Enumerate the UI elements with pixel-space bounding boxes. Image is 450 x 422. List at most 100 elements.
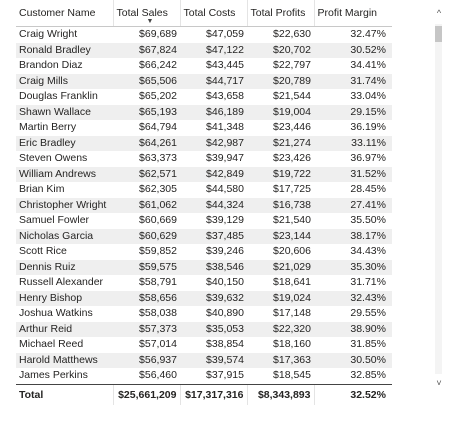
total-sales-cell: $61,062 (113, 197, 180, 213)
customer-name-cell: Steven Owens (19, 152, 88, 164)
column-header-customer-name[interactable]: Customer Name (16, 0, 113, 27)
vertical-scrollbar[interactable]: ^ ˅ (433, 0, 445, 392)
table-row[interactable]: Steven Owens $63,373 $39,947 $23,426 36.97% (16, 151, 392, 167)
table-row[interactable]: Christopher Wright $61,062 $44,324 $16,738 2… (16, 197, 392, 213)
table-row[interactable]: Henry Bishop $58,656 $39,632 $19,024 32.43% (16, 290, 392, 306)
total-sales-cell: $62,571 (113, 166, 180, 182)
total-sales-cell: $57,373 (113, 321, 180, 337)
total-costs-cell: $38,854 (206, 338, 244, 350)
table-row[interactable]: Russell Alexander $58,791 $40,150 $18,641 31… (16, 275, 392, 291)
table-row[interactable]: Brandon Diaz $66,242 $43,445 $22,797 34.41% (16, 58, 392, 74)
total-profits-cell: $20,606 (273, 245, 311, 257)
header-row: Customer Name Total Sales ▼ Total Costs … (16, 0, 392, 27)
total-sales-cell: $60,669 (139, 214, 177, 226)
table-row[interactable]: Ronald Bradley $67,824 $47,122 $20,702 30.52… (16, 42, 392, 58)
total-sales-cell: $64,794 (139, 121, 177, 133)
customer-name-cell: Martin Berry (19, 121, 77, 133)
scroll-thumb[interactable] (435, 26, 442, 42)
chevron-down-icon[interactable]: ˅ (436, 378, 442, 388)
total-sales-cell: $65,193 (113, 104, 180, 120)
total-costs-cell: $39,129 (206, 214, 244, 226)
scroll-track[interactable] (435, 24, 442, 374)
column-header-total-costs[interactable]: Total Costs (179, 0, 247, 27)
total-costs-cell: $39,574 (180, 352, 247, 368)
customer-name-cell: Eric Bradley (16, 135, 113, 151)
profit-margin-cell: 27.41% (314, 197, 392, 213)
column-header-total-profits[interactable]: Total Profits (246, 0, 314, 27)
total-costs-cell: $40,890 (206, 307, 244, 319)
total-profits-cell: $20,702 (247, 42, 314, 58)
table-row[interactable]: Scott Rice $59,852 $39,246 $20,606 34.43% (16, 244, 392, 260)
customer-name-cell: James Perkins (19, 369, 88, 381)
total-profits-cell: $22,630 (273, 28, 311, 40)
table-row[interactable]: Arthur Reid $57,373 $35,053 $22,320 38.90% (16, 321, 392, 337)
customer-name-cell: Shawn Wallace (16, 104, 113, 120)
customer-table: Customer Name Total Sales ▼ Total Costs … (16, 0, 392, 405)
table-row[interactable]: Craig Mills $65,506 $44,717 $20,789 31.74% (16, 73, 392, 89)
customer-name-cell: Dennis Ruiz (16, 259, 113, 275)
total-profits-cell: $22,320 (247, 321, 314, 337)
table-row[interactable]: Harold Matthews $56,937 $39,574 $17,363 30.5… (16, 352, 392, 368)
total-profits-cell: $22,797 (273, 59, 311, 71)
table-visual: Customer Name Total Sales ▼ Total Costs … (12, 0, 442, 422)
profit-margin-cell: 31.71% (350, 276, 386, 288)
profit-margin-cell: 32.43% (314, 290, 392, 306)
table-row[interactable]: Joshua Watkins $58,038 $40,890 $17,148 29.55… (16, 306, 392, 322)
total-costs-cell: $44,717 (180, 73, 247, 89)
profit-margin-cell: 33.11% (314, 135, 392, 151)
customer-name-cell: Brian Kim (19, 183, 65, 195)
total-costs-cell: $37,485 (180, 228, 247, 244)
profit-margin-cell: 29.55% (350, 307, 386, 319)
total-profits-cell: $21,029 (247, 259, 314, 275)
total-sales-cell: $62,305 (139, 183, 177, 195)
column-header-profit-margin[interactable]: Profit Margin (313, 0, 392, 27)
total-sales-cell: $56,460 (139, 369, 177, 381)
table-row[interactable]: Nicholas Garcia $60,629 $37,485 $23,144 38.1… (16, 228, 392, 244)
total-profits-cell: $23,446 (273, 121, 311, 133)
total-sales-cell: $58,791 (139, 276, 177, 288)
total-profits-cell: $21,540 (273, 214, 311, 226)
customer-name-cell: Henry Bishop (16, 290, 113, 306)
table-row[interactable]: Eric Bradley $64,261 $42,987 $21,274 33.11% (16, 135, 392, 151)
total-sales-cell: $63,373 (139, 152, 177, 164)
total-sales-cell: $69,689 (139, 28, 177, 40)
table-row[interactable]: William Andrews $62,571 $42,849 $19,722 31.5… (16, 166, 392, 182)
table-row[interactable]: Samuel Fowler $60,669 $39,129 $21,540 35.50% (16, 213, 392, 229)
total-costs-cell: $37,915 (206, 369, 244, 381)
total-profits-cell: $23,144 (247, 228, 314, 244)
total-costs-cell: $41,348 (206, 121, 244, 133)
sort-descending-icon[interactable]: ▼ (146, 18, 154, 25)
total-costs-cell: $35,053 (180, 321, 247, 337)
total-costs-cell: $42,849 (180, 166, 247, 182)
customer-name-cell: Nicholas Garcia (16, 228, 113, 244)
total-sales-cell: $59,852 (139, 245, 177, 257)
customer-name-cell: Craig Wright (19, 28, 78, 40)
total-sales-cell: $67,824 (113, 42, 180, 58)
profit-margin-cell: 35.50% (350, 214, 386, 226)
total-sales-cell: $59,575 (113, 259, 180, 275)
total-costs-cell: $44,580 (206, 183, 244, 195)
profit-margin-cell: 34.41% (350, 59, 386, 71)
total-profits-cell: $21,544 (273, 90, 311, 102)
table-row[interactable]: Douglas Franklin $65,202 $43,658 $21,544 33.… (16, 89, 392, 105)
column-header-total-sales[interactable]: Total Sales ▼ (112, 0, 180, 27)
total-sales-value: $25,661,209 (112, 383, 180, 405)
customer-name-cell: Samuel Fowler (19, 214, 90, 226)
customer-name-cell: Arthur Reid (16, 321, 113, 337)
table-row[interactable]: Dennis Ruiz $59,575 $38,546 $21,029 35.30% (16, 259, 392, 275)
customer-name-cell: Russell Alexander (19, 276, 104, 288)
total-sales-cell: $57,014 (139, 338, 177, 350)
total-profits-cell: $17,363 (247, 352, 314, 368)
table-row[interactable]: Brian Kim $62,305 $44,580 $17,725 28.45% (16, 182, 392, 198)
customer-name-cell: Brandon Diaz (19, 59, 83, 71)
table-row[interactable]: Martin Berry $64,794 $41,348 $23,446 36.19% (16, 120, 392, 136)
table-row[interactable]: Michael Reed $57,014 $38,854 $18,160 31.85% (16, 337, 392, 353)
table-row[interactable]: Shawn Wallace $65,193 $46,189 $19,004 29.15% (16, 104, 392, 120)
chevron-up-icon[interactable]: ^ (436, 8, 442, 18)
table-row[interactable]: James Perkins $56,460 $37,915 $18,545 32.85% (16, 368, 392, 384)
total-sales-cell: $58,656 (113, 290, 180, 306)
table-row[interactable]: Craig Wright $69,689 $47,059 $22,630 32.47% (16, 27, 392, 43)
customer-name-cell: Douglas Franklin (19, 90, 98, 102)
profit-margin-cell: 30.52% (314, 42, 392, 58)
profit-margin-cell: 31.85% (350, 338, 386, 350)
